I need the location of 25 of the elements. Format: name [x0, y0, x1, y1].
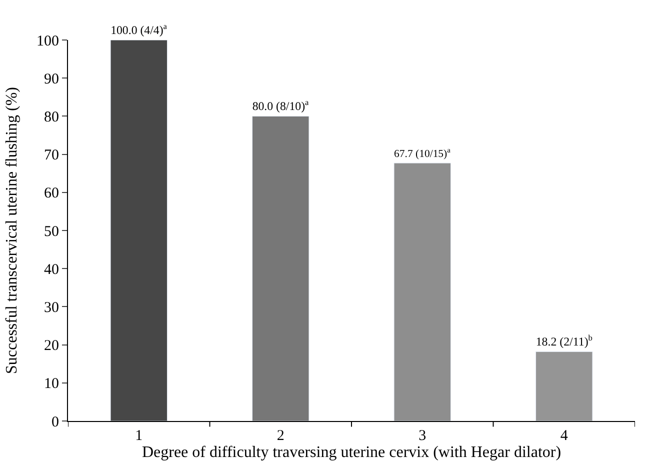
y-tick-label: 30 [44, 300, 59, 316]
x-tick-label: 2 [276, 428, 284, 444]
y-tick-label: 80 [44, 109, 59, 126]
data-label: 67.7 (10/15)$^{a}$ [394, 146, 452, 160]
y-tick-label: 60 [44, 186, 59, 202]
x-tick-label: 4 [560, 428, 568, 444]
y-tick-label: 100 [36, 33, 59, 50]
y-tick-label: 90 [44, 71, 59, 88]
bar [536, 351, 593, 421]
bar [110, 40, 168, 421]
y-tick-label: 40 [44, 262, 59, 278]
y-tick-label: 20 [44, 338, 59, 354]
y-tick-label: 70 [44, 148, 59, 164]
y-tick-label: 50 [44, 224, 59, 240]
data-label: 80.0 (8/10)$^{a}$ [252, 98, 310, 114]
bar [252, 116, 310, 421]
y-tick-label: 0 [52, 414, 59, 430]
y-tick-label: 10 [44, 376, 59, 392]
y-axis-title: Successful transcervical uterine flushing (%) [3, 86, 20, 374]
x-tick-label: 3 [418, 428, 426, 444]
x-axis-title: Degree of difficulty traversing uterine cervix (with Hegar dilator) [142, 444, 562, 461]
data-label: 100.0 (4/4)$^{a}$ [110, 22, 168, 37]
bar [394, 162, 451, 421]
x-tick-label: 1 [135, 428, 143, 444]
data-label: 18.2 (2/11)$^{b}$ [536, 333, 592, 348]
